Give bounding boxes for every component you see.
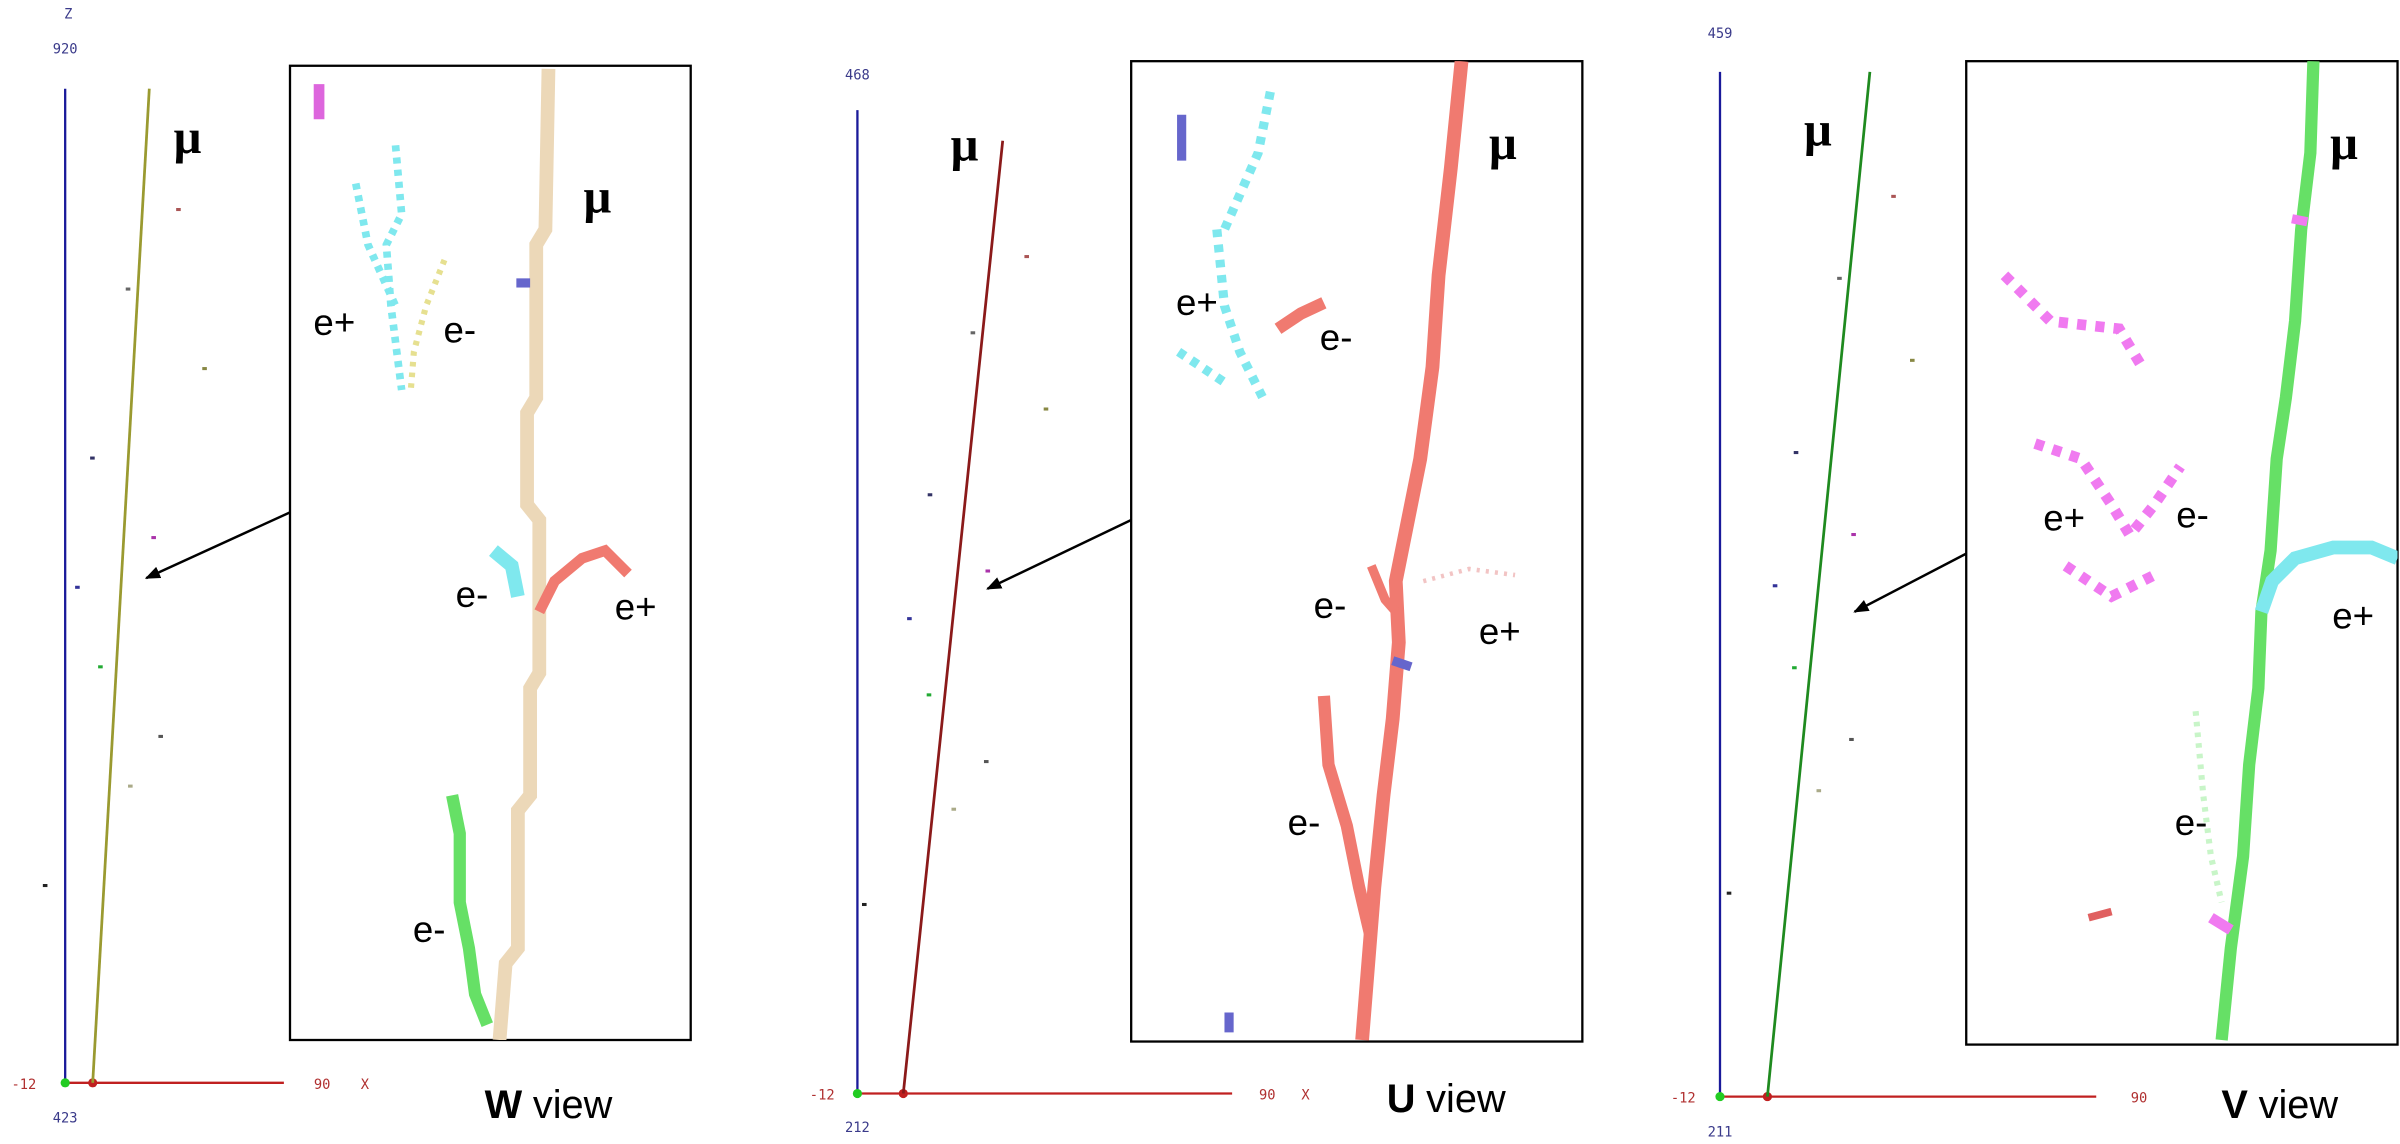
view-suffix: view xyxy=(2259,1083,2339,1127)
zoom-arrow xyxy=(1855,554,1967,612)
axis-left-value: -12 xyxy=(810,1088,835,1104)
view-suffix: view xyxy=(533,1083,613,1127)
inset-electron-label: e+ xyxy=(1176,282,1218,323)
inset-electron-label: e- xyxy=(1320,317,1353,358)
hit-cluster xyxy=(1024,255,1029,258)
hit-cluster xyxy=(128,785,133,788)
axis-left-value: -12 xyxy=(11,1077,36,1093)
hit-cluster xyxy=(1817,789,1822,792)
inset-electron-label: e+ xyxy=(615,586,657,627)
hit-cluster xyxy=(1851,533,1856,536)
hit-cluster xyxy=(862,903,867,906)
hit-cluster xyxy=(176,208,181,211)
inset-electron-label: e+ xyxy=(2043,498,2085,539)
hit-cluster xyxy=(151,536,156,539)
inset-muon-label: μ xyxy=(2330,115,2358,170)
muon-track xyxy=(1767,72,1869,1097)
track-label: μ xyxy=(1804,101,1832,156)
view-letter: U xyxy=(1387,1077,1416,1121)
hit-cluster xyxy=(1910,359,1915,362)
view-panel: 468 212 -12 90 Xμ μ e+ e-e-e+ e- Uview xyxy=(810,61,1583,1136)
zoom-arrow xyxy=(987,520,1131,589)
page: Z 920 423 -12 90 Xμ μ e+ e-e-e+ e- Wview 468 212 -12 9… xyxy=(0,0,2400,1144)
hit-cluster xyxy=(907,617,912,620)
axis-top-value: 459 xyxy=(1708,26,1733,42)
origin-dot xyxy=(61,1078,70,1087)
hit-cluster xyxy=(202,367,207,370)
track-label: μ xyxy=(951,117,979,172)
axis-right-value: 90 xyxy=(2131,1091,2148,1107)
hit-cluster xyxy=(1794,451,1799,454)
hit-cluster xyxy=(1773,584,1778,587)
inset-electron-label: e+ xyxy=(1479,611,1521,652)
figure: Z 920 423 -12 90 Xμ μ e+ e-e-e+ e- Wview 468 212 -12 9… xyxy=(0,0,2400,1144)
inset-electron-label: e- xyxy=(2176,495,2209,536)
inset-box xyxy=(290,66,691,1040)
inset-muon-label: μ xyxy=(1489,115,1517,170)
origin-dot xyxy=(853,1089,862,1098)
hit-cluster xyxy=(126,288,131,291)
origin-dot xyxy=(1715,1092,1724,1101)
hit-cluster xyxy=(984,760,989,763)
hit-cluster xyxy=(971,331,976,334)
inset-electron-label: e- xyxy=(2175,802,2208,843)
inset-track xyxy=(2292,219,2307,222)
inset-electron-label: e- xyxy=(443,310,476,351)
inset-electron-label: e- xyxy=(1314,585,1347,626)
hit-cluster xyxy=(1727,892,1732,895)
hit-cluster xyxy=(75,586,80,589)
hit-cluster xyxy=(1837,277,1842,280)
view-letter: W xyxy=(485,1083,523,1127)
hit-cluster xyxy=(928,493,933,496)
axis-bottom-value: 212 xyxy=(845,1120,870,1136)
inset-electron-label: e- xyxy=(413,909,446,950)
hit-cluster xyxy=(158,735,163,738)
inset-electron-label: e- xyxy=(1288,802,1321,843)
axis-right-value: 90 xyxy=(314,1077,331,1093)
hit-cluster xyxy=(98,665,103,668)
axis-bottom-value: 423 xyxy=(53,1111,78,1127)
x-axis-label: X xyxy=(1301,1088,1310,1104)
muon-track xyxy=(93,89,150,1083)
zoom-arrow xyxy=(146,512,290,578)
inset-electron-label: e+ xyxy=(2332,596,2374,637)
axis-right-value: 90 xyxy=(1259,1088,1276,1104)
x-axis-label: X xyxy=(361,1077,370,1093)
hit-cluster xyxy=(951,808,956,811)
hit-cluster xyxy=(986,569,991,572)
track-label: μ xyxy=(174,109,202,164)
hit-cluster xyxy=(1044,407,1049,410)
view-letter: V xyxy=(2221,1083,2248,1127)
axis-left-value: -12 xyxy=(1671,1091,1696,1107)
hit-cluster xyxy=(90,457,95,460)
inset-electron-label: e- xyxy=(456,574,489,615)
hit-cluster xyxy=(1792,666,1797,669)
muon-track xyxy=(903,141,1002,1094)
axis-top-value: 468 xyxy=(845,68,870,84)
hit-cluster xyxy=(1891,195,1896,198)
axis-bottom-value: 211 xyxy=(1708,1124,1733,1140)
inset-muon-label: μ xyxy=(584,169,612,224)
hit-cluster xyxy=(43,884,48,887)
z-axis-label: Z xyxy=(64,6,72,22)
view-suffix: view xyxy=(1426,1077,1506,1121)
inset-electron-label: e+ xyxy=(313,302,355,343)
axis-top-value: 920 xyxy=(53,42,78,58)
hit-cluster xyxy=(927,693,932,696)
hit-cluster xyxy=(1849,738,1854,741)
